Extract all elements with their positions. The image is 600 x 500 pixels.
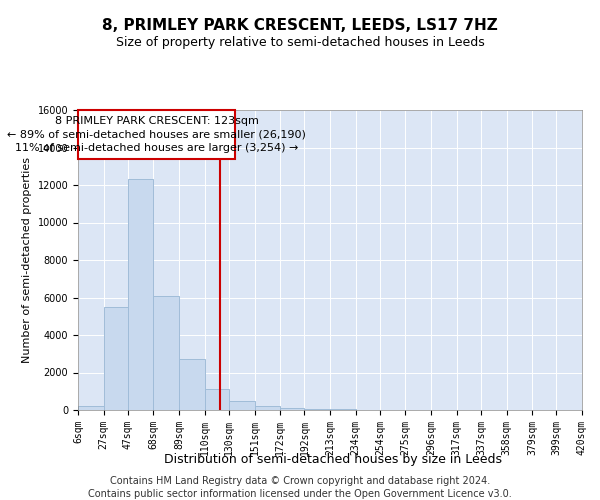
Bar (179, 360, 205, 410)
Bar (104, 307, 128, 410)
Bar (254, 406, 280, 410)
Text: Size of property relative to semi-detached houses in Leeds: Size of property relative to semi-detach… (116, 36, 484, 49)
Text: Distribution of semi-detached houses by size in Leeds: Distribution of semi-detached houses by … (164, 452, 502, 466)
Bar (78, 406, 104, 410)
Y-axis label: Number of semi-detached properties: Number of semi-detached properties (22, 157, 32, 363)
Text: Contains public sector information licensed under the Open Government Licence v3: Contains public sector information licen… (88, 489, 512, 499)
Text: ← 89% of semi-detached houses are smaller (26,190): ← 89% of semi-detached houses are smalle… (7, 130, 306, 140)
Bar (128, 180, 154, 410)
Bar (78, 110, 235, 159)
Text: Contains HM Land Registry data © Crown copyright and database right 2024.: Contains HM Land Registry data © Crown c… (110, 476, 490, 486)
Bar (280, 408, 304, 410)
Bar (304, 408, 330, 410)
Bar (154, 296, 179, 410)
Text: 8 PRIMLEY PARK CRESCENT: 123sqm: 8 PRIMLEY PARK CRESCENT: 123sqm (55, 116, 259, 126)
Text: 11% of semi-detached houses are larger (3,254) →: 11% of semi-detached houses are larger (… (15, 143, 298, 153)
Bar (205, 390, 229, 410)
Text: 8, PRIMLEY PARK CRESCENT, LEEDS, LS17 7HZ: 8, PRIMLEY PARK CRESCENT, LEEDS, LS17 7H… (102, 18, 498, 32)
Bar (229, 400, 254, 410)
